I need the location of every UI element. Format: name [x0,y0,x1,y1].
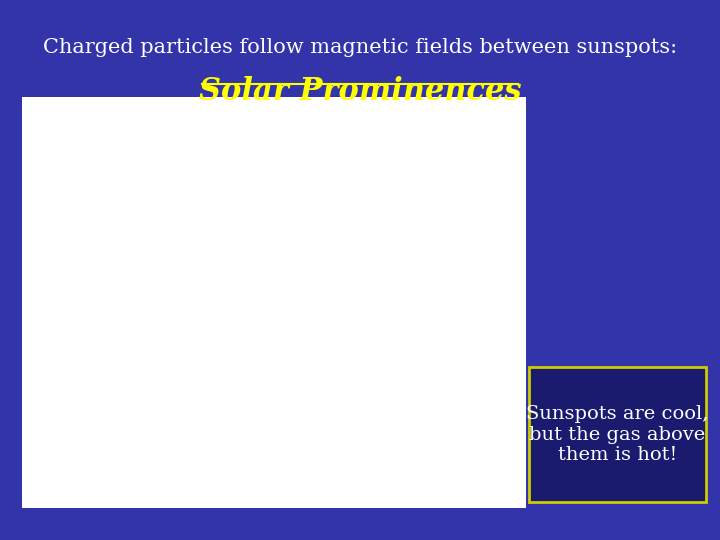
Ellipse shape [261,401,337,450]
Ellipse shape [60,179,236,302]
Text: in magnetic field: in magnetic field [343,168,420,177]
Ellipse shape [0,343,626,540]
FancyBboxPatch shape [297,245,442,272]
Ellipse shape [60,138,337,446]
Text: Sunspot pair: Sunspot pair [202,480,264,490]
Ellipse shape [287,417,312,434]
Ellipse shape [160,169,337,272]
Ellipse shape [150,409,176,426]
Text: Magnetic field: Magnetic field [337,254,402,263]
Text: Sunspots are cool,
but the gas above
them is hot!: Sunspots are cool, but the gas above the… [526,405,708,464]
Text: Charged particles follow magnetic fields between sunspots:: Charged particles follow magnetic fields… [43,38,677,57]
Ellipse shape [148,220,299,446]
Ellipse shape [155,413,171,422]
Ellipse shape [280,413,318,438]
Ellipse shape [144,405,181,430]
Ellipse shape [211,231,337,374]
Ellipse shape [82,179,284,446]
FancyBboxPatch shape [297,128,478,157]
FancyBboxPatch shape [307,159,458,185]
Ellipse shape [125,393,200,442]
Ellipse shape [135,399,191,436]
Ellipse shape [120,241,246,405]
Text: Solar Prominences: Solar Prominences [199,76,521,106]
Ellipse shape [271,407,327,444]
Text: Cooling gas trapped: Cooling gas trapped [341,138,433,147]
Ellipse shape [292,421,307,430]
Ellipse shape [0,405,626,540]
